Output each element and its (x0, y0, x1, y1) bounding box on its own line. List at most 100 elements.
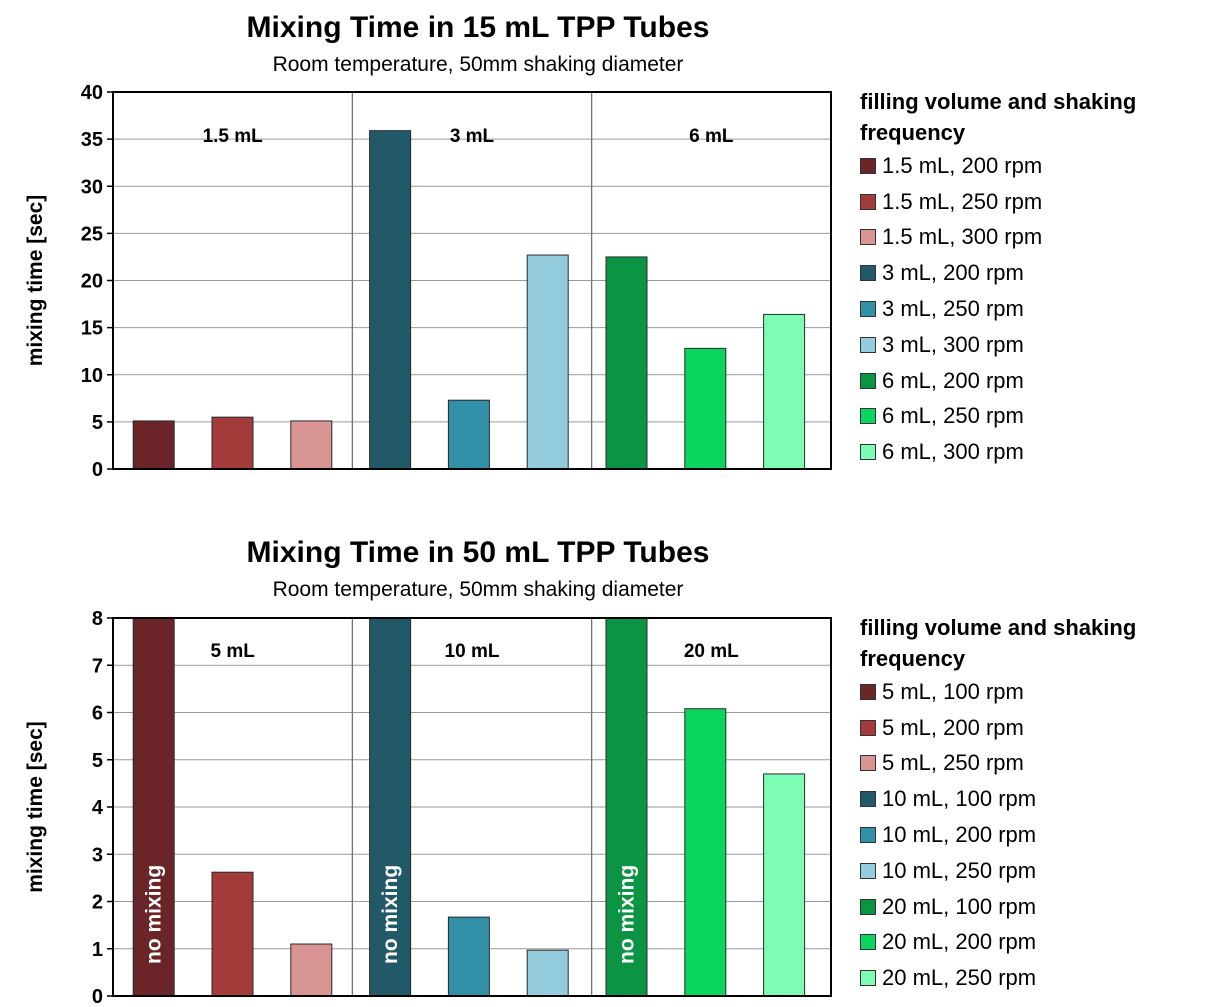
bar (290, 420, 333, 470)
chart-15ml-legend: filling volume and shaking frequency 1.5… (860, 86, 1205, 470)
legend-label: 5 mL, 250 rpm (882, 750, 1024, 776)
legend-item: 6 mL, 300 rpm (860, 434, 1205, 470)
y-tick-label: 3 (92, 844, 103, 866)
y-tick-label: 30 (81, 176, 103, 198)
legend-swatch (860, 719, 876, 736)
y-tick-label: 2 (92, 892, 103, 914)
legend-title: filling volume and shaking frequency (860, 89, 1137, 145)
legend-label: 6 mL, 250 rpm (882, 403, 1024, 429)
legend-label: 6 mL, 200 rpm (882, 367, 1024, 393)
plot-frame (112, 91, 832, 470)
legend-item: 20 mL, 200 rpm (860, 925, 1205, 961)
legend-swatch (860, 408, 876, 425)
bar (605, 256, 648, 470)
legend-swatch (860, 301, 876, 318)
group-label: 6 mL (689, 126, 734, 147)
y-tick-label: 25 (81, 223, 103, 245)
y-tick-label: 4 (92, 797, 104, 819)
group-label: 5 mL (210, 641, 255, 662)
legend-swatch (860, 970, 876, 987)
y-tick-label: 0 (92, 986, 103, 1007)
legend-label: 20 mL, 250 rpm (882, 965, 1037, 991)
legend-item: 6 mL, 250 rpm (860, 399, 1205, 435)
legend-item: 3 mL, 300 rpm (860, 327, 1205, 363)
legend-item: 5 mL, 100 rpm (860, 674, 1205, 710)
legend-swatch (860, 934, 876, 951)
legend-item: 10 mL, 100 rpm (860, 781, 1205, 817)
y-tick-label: 10 (81, 365, 103, 387)
y-tick-label: 40 (81, 82, 103, 104)
legend-swatch (860, 791, 876, 808)
legend-label: 5 mL, 200 rpm (882, 714, 1024, 740)
bar (447, 916, 490, 997)
bar (684, 708, 727, 997)
legend-label: 20 mL, 100 rpm (882, 893, 1037, 919)
y-tick-label: 0 (92, 459, 103, 481)
plot-frame (112, 617, 832, 997)
group-label: 10 mL (445, 641, 500, 662)
legend-label: 10 mL, 200 rpm (882, 822, 1037, 848)
y-tick-label: 8 (92, 608, 103, 630)
legend-item: 10 mL, 250 rpm (860, 853, 1205, 889)
legend-label: 3 mL, 200 rpm (882, 260, 1024, 286)
bar (526, 254, 569, 470)
bar-label-no-mixing: no mixing (143, 865, 166, 964)
y-axis-label: mixing time [sec] (24, 195, 47, 367)
chart-title: Mixing Time in 15 mL TPP Tubes (247, 11, 710, 44)
legend-label: 20 mL, 200 rpm (882, 929, 1037, 955)
bar (684, 347, 727, 470)
group-label: 20 mL (684, 641, 739, 662)
bar (369, 130, 412, 470)
bar-label-no-mixing: no mixing (616, 865, 639, 964)
bar (447, 399, 490, 470)
chart-15ml: Mixing Time in 15 mL TPP Tubes Room tempe… (0, 0, 1205, 490)
bar (763, 773, 806, 997)
bar (290, 943, 333, 997)
y-tick-label: 35 (81, 129, 103, 151)
legend-swatch (860, 444, 876, 461)
bar (369, 617, 412, 997)
legend-label: 3 mL, 300 rpm (882, 331, 1024, 357)
legend-swatch (860, 862, 876, 879)
legend-swatch (860, 336, 876, 353)
legend-item: 1.5 mL, 200 rpm (860, 148, 1205, 184)
legend-swatch (860, 898, 876, 915)
legend-label: 5 mL, 100 rpm (882, 678, 1024, 704)
chart-50ml: Mixing Time in 50 mL TPP Tubes Room tempe… (0, 527, 1205, 1007)
legend-label: 1.5 mL, 200 rpm (882, 152, 1043, 178)
legend-swatch (860, 193, 876, 210)
chart-title: Mixing Time in 50 mL TPP Tubes (247, 536, 710, 569)
legend-label: 10 mL, 250 rpm (882, 857, 1037, 883)
y-tick-label: 5 (92, 750, 103, 772)
y-tick-label: 5 (92, 412, 103, 434)
chart-subtitle: Room temperature, 50mm shaking diameter (273, 578, 684, 601)
bar (132, 617, 175, 997)
group-label: 1.5 mL (203, 126, 264, 147)
legend-item: 1.5 mL, 300 rpm (860, 220, 1205, 256)
legend-label: 1.5 mL, 300 rpm (882, 224, 1043, 250)
bar (211, 871, 254, 997)
y-tick-label: 15 (81, 318, 103, 340)
bar (526, 949, 569, 997)
chart-15ml-plot: Mixing Time in 15 mL TPP Tubes Room tempe… (24, 11, 832, 481)
legend-item: 20 mL, 100 rpm (860, 889, 1205, 925)
legend-item: 5 mL, 250 rpm (860, 746, 1205, 782)
bar (211, 416, 254, 470)
y-tick-label: 7 (92, 655, 103, 677)
legend-swatch (860, 229, 876, 246)
y-tick-label: 1 (92, 939, 103, 961)
y-axis-label: mixing time [sec] (24, 721, 47, 893)
legend-item: 20 mL, 250 rpm (860, 960, 1205, 996)
legend-label: 6 mL, 300 rpm (882, 439, 1024, 465)
legend-item: 10 mL, 200 rpm (860, 817, 1205, 853)
legend-swatch (860, 683, 876, 700)
group-label: 3 mL (450, 126, 495, 147)
legend-item: 3 mL, 200 rpm (860, 255, 1205, 291)
chart-subtitle: Room temperature, 50mm shaking diameter (273, 53, 684, 76)
legend-item: 6 mL, 200 rpm (860, 363, 1205, 399)
y-tick-label: 20 (81, 271, 103, 293)
legend-label: 3 mL, 250 rpm (882, 296, 1024, 322)
legend-swatch (860, 827, 876, 844)
chart-50ml-plot: Mixing Time in 50 mL TPP Tubes Room tempe… (24, 536, 832, 1007)
y-tick-label: 6 (92, 703, 103, 725)
